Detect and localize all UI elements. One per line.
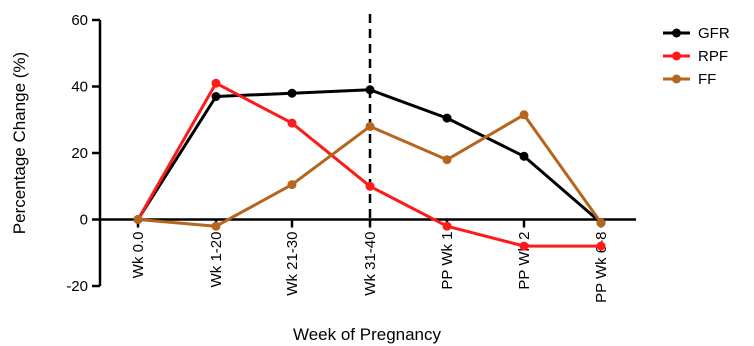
x-tick-label: PP Wk 1: [439, 232, 456, 290]
data-point: [365, 85, 375, 95]
x-tick-label: PP Wk 2: [516, 232, 533, 290]
legend-label: GFR: [698, 25, 730, 42]
data-point: [596, 218, 606, 228]
legend-swatch-marker: [672, 74, 681, 84]
y-axis-label: Percentage Change (%): [10, 52, 29, 234]
data-point: [519, 151, 529, 161]
y-tick-label: 40: [71, 79, 88, 96]
y-ticks: -20 0 20 40 60: [66, 12, 100, 295]
x-axis-label: Week of Pregnancy: [293, 325, 442, 344]
data-point: [287, 180, 297, 190]
legend-swatch-marker: [672, 51, 681, 61]
data-point: [287, 118, 297, 128]
x-ticks: Wk 0.0 Wk 1-20 Wk 21-30 Wk 31-40 PP Wk 1 PP W…: [130, 219, 610, 303]
data-point: [519, 110, 529, 120]
data-point: [519, 241, 529, 251]
legend-item-gfr: GFR: [663, 25, 730, 42]
x-tick-label: Wk 31-40: [362, 232, 379, 296]
y-tick-label: -20: [66, 278, 88, 295]
x-tick-label: Wk 1-20: [208, 232, 225, 288]
data-point: [133, 215, 143, 224]
data-point: [442, 155, 452, 165]
data-point: [365, 121, 375, 131]
legend-item-rpf: RPF: [663, 48, 728, 65]
y-tick-label: 60: [71, 12, 88, 29]
x-tick-label: Wk 0.0: [130, 232, 147, 279]
x-tick-label: Wk 21-30: [284, 232, 301, 296]
y-tick-label: 0: [80, 212, 88, 229]
x-tick-label: PP Wk 6-8: [593, 232, 610, 303]
data-point: [211, 221, 221, 231]
data-point: [287, 88, 297, 98]
data-point: [211, 78, 221, 88]
legend-swatch-marker: [672, 28, 681, 38]
series-lines: [133, 78, 606, 251]
legend-label: RPF: [698, 48, 728, 65]
y-tick-label: 20: [71, 145, 88, 162]
data-point: [596, 241, 606, 251]
data-point: [365, 181, 375, 191]
legend: GFR RPF FF: [663, 25, 730, 88]
series-ff: [133, 110, 606, 231]
data-point: [442, 221, 452, 231]
data-point: [211, 92, 221, 101]
legend-label: FF: [698, 71, 716, 88]
data-point: [442, 113, 452, 123]
legend-item-ff: FF: [663, 71, 716, 88]
